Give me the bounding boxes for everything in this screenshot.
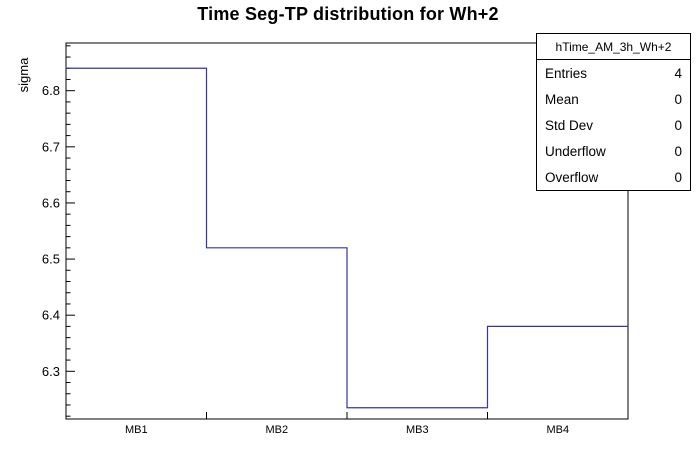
y-tick-label: 6.6 <box>42 195 60 210</box>
y-tick-label: 6.7 <box>42 139 60 154</box>
stats-row-label: Entries <box>545 66 588 81</box>
y-tick-label: 6.4 <box>42 308 60 323</box>
stats-row-value: 0 <box>674 92 682 107</box>
x-tick-label: MB2 <box>265 424 288 436</box>
stats-row: Entries 4 <box>537 60 690 86</box>
stats-row: Underflow 0 <box>537 138 690 164</box>
stats-row-value: 4 <box>674 66 682 81</box>
y-tick-label: 6.8 <box>42 83 60 98</box>
stats-row: Std Dev 0 <box>537 112 690 138</box>
stats-row: Mean 0 <box>537 86 690 112</box>
y-tick-label: 6.5 <box>42 252 60 267</box>
x-tick-label: MB4 <box>546 424 569 436</box>
stats-row: Overflow 0 <box>537 164 690 190</box>
chart-title: Time Seg-TP distribution for Wh+2 <box>197 4 499 24</box>
stats-rows: Entries 4 Mean 0 Std Dev 0 Underflow 0 Overflow 0 <box>537 60 690 190</box>
x-tick-label: MB1 <box>125 424 148 436</box>
stats-row-label: Std Dev <box>545 118 594 133</box>
histogram-step-line <box>66 67 628 409</box>
stats-row-value: 0 <box>674 144 682 159</box>
stats-row-label: Overflow <box>545 170 599 185</box>
stats-row-value: 0 <box>674 170 682 185</box>
stats-row-value: 0 <box>674 118 682 133</box>
stats-row-label: Underflow <box>545 144 606 159</box>
x-tick-label: MB3 <box>406 424 429 436</box>
stats-box-title: hTime_AM_3h_Wh+2 <box>537 34 690 60</box>
y-tick-label: 6.3 <box>42 364 60 379</box>
stats-box: hTime_AM_3h_Wh+2 Entries 4 Mean 0 Std Dev 0 Un… <box>536 33 691 191</box>
stats-row-label: Mean <box>545 92 579 107</box>
